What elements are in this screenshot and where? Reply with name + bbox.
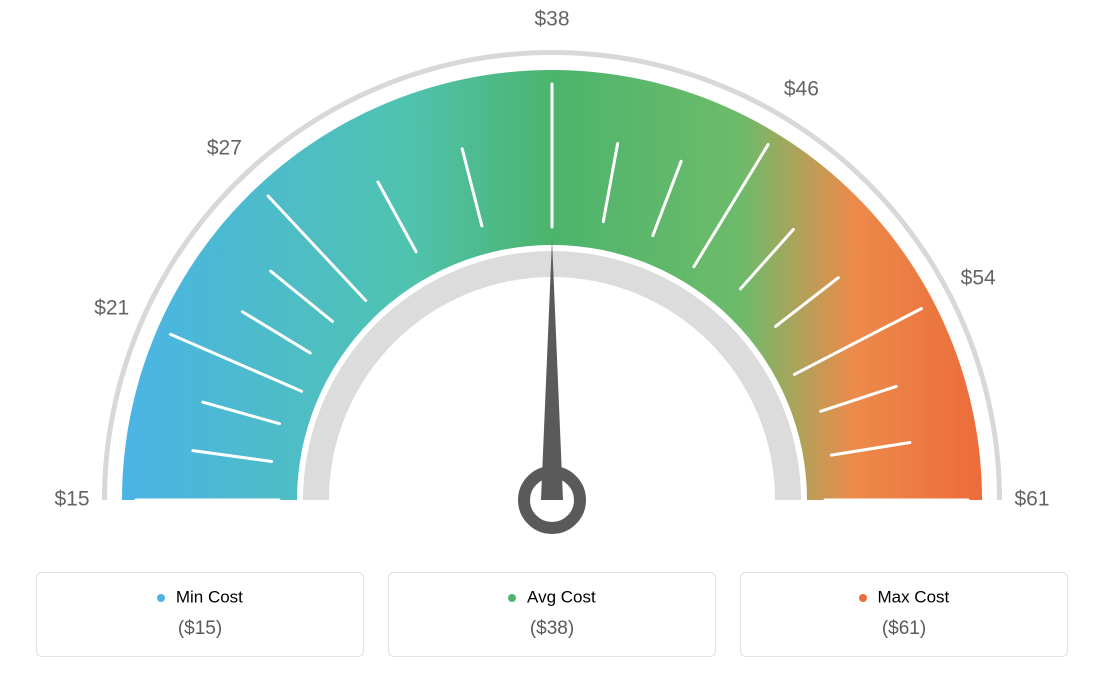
legend-card-avg: Avg Cost ($38) bbox=[388, 572, 716, 657]
legend-card-min: Min Cost ($15) bbox=[36, 572, 364, 657]
svg-text:$38: $38 bbox=[534, 8, 569, 31]
svg-text:$21: $21 bbox=[94, 296, 129, 319]
legend-row: Min Cost ($15) Avg Cost ($38) Max Cost (… bbox=[0, 572, 1104, 657]
gauge-svg: $15 $21 $27 $38 $46 $54 $61 bbox=[0, 0, 1104, 560]
legend-dot-avg bbox=[508, 594, 516, 602]
legend-value-avg: ($38) bbox=[399, 618, 705, 640]
svg-text:$54: $54 bbox=[961, 267, 996, 290]
legend-dot-max bbox=[859, 594, 867, 602]
legend-card-max: Max Cost ($61) bbox=[740, 572, 1068, 657]
legend-title-min: Min Cost bbox=[47, 587, 353, 608]
svg-text:$46: $46 bbox=[784, 77, 819, 100]
legend-label-avg: Avg Cost bbox=[527, 588, 596, 607]
legend-dot-min bbox=[157, 594, 165, 602]
legend-label-max: Max Cost bbox=[877, 588, 949, 607]
svg-text:$61: $61 bbox=[1014, 488, 1049, 511]
legend-label-min: Min Cost bbox=[176, 588, 243, 607]
legend-value-min: ($15) bbox=[47, 618, 353, 640]
legend-value-max: ($61) bbox=[751, 618, 1057, 640]
legend-title-max: Max Cost bbox=[751, 587, 1057, 608]
svg-text:$27: $27 bbox=[207, 137, 242, 160]
legend-title-avg: Avg Cost bbox=[399, 587, 705, 608]
svg-text:$15: $15 bbox=[54, 488, 89, 511]
cost-gauge-chart: $15 $21 $27 $38 $46 $54 $61 bbox=[0, 0, 1104, 560]
